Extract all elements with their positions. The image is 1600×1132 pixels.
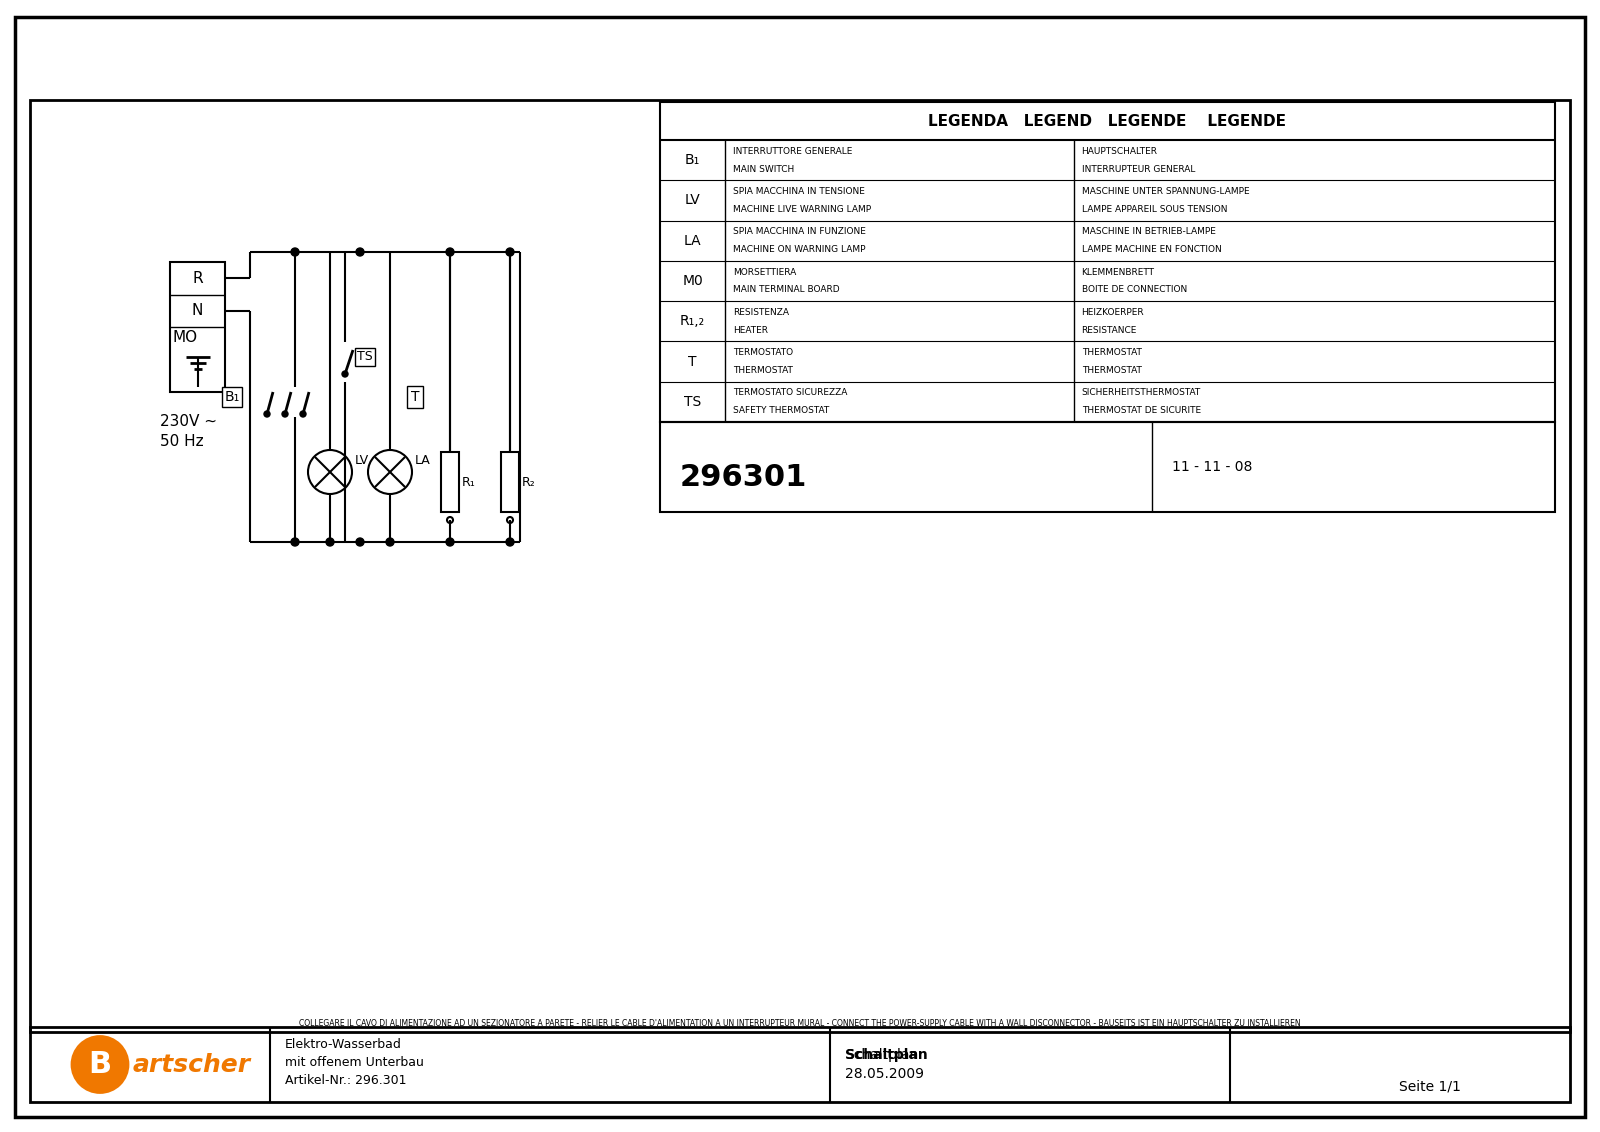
Text: MASCHINE UNTER SPANNUNG-LAMPE: MASCHINE UNTER SPANNUNG-LAMPE bbox=[1082, 187, 1250, 196]
Circle shape bbox=[506, 538, 514, 546]
Text: B₁: B₁ bbox=[224, 391, 240, 404]
Text: MACHINE ON WARNING LAMP: MACHINE ON WARNING LAMP bbox=[733, 245, 866, 254]
Text: COLLEGARE IL CAVO DI ALIMENTAZIONE AD UN SEZIONATORE A PARETE - RELIER LE CABLE : COLLEGARE IL CAVO DI ALIMENTAZIONE AD UN… bbox=[299, 1020, 1301, 1029]
Text: SAFETY THERMOSTAT: SAFETY THERMOSTAT bbox=[733, 406, 829, 415]
Text: 296301: 296301 bbox=[680, 463, 808, 491]
Text: R₁,₂: R₁,₂ bbox=[680, 315, 706, 328]
Text: LA: LA bbox=[414, 455, 430, 468]
Text: TERMOSTATO: TERMOSTATO bbox=[733, 349, 794, 358]
Text: MACHINE LIVE WARNING LAMP: MACHINE LIVE WARNING LAMP bbox=[733, 205, 870, 214]
Bar bbox=[170, 261, 226, 392]
Text: LEGENDA   LEGEND   LEGENDE    LEGENDE: LEGENDA LEGEND LEGENDE LEGENDE bbox=[928, 113, 1286, 129]
Circle shape bbox=[507, 517, 514, 523]
Text: N: N bbox=[192, 303, 203, 318]
Text: Elektro-Wasserbad: Elektro-Wasserbad bbox=[285, 1038, 402, 1052]
Text: Schaltplan: Schaltplan bbox=[845, 1047, 918, 1062]
Circle shape bbox=[291, 248, 299, 256]
Text: INTERRUTTORE GENERALE: INTERRUTTORE GENERALE bbox=[733, 147, 853, 156]
Text: TS: TS bbox=[683, 395, 701, 409]
Text: T: T bbox=[411, 391, 419, 404]
Circle shape bbox=[506, 248, 514, 256]
Text: TERMOSTATO SICUREZZA: TERMOSTATO SICUREZZA bbox=[733, 388, 848, 397]
Text: TS: TS bbox=[357, 351, 373, 363]
Text: MAIN SWITCH: MAIN SWITCH bbox=[733, 164, 794, 173]
Text: 50 Hz: 50 Hz bbox=[160, 435, 203, 449]
Circle shape bbox=[264, 411, 270, 417]
Text: Artikel-Nr.: 296.301: Artikel-Nr.: 296.301 bbox=[285, 1074, 406, 1088]
Text: HAUPTSCHALTER: HAUPTSCHALTER bbox=[1082, 147, 1157, 156]
Text: B₁: B₁ bbox=[685, 153, 701, 168]
Circle shape bbox=[507, 517, 514, 523]
Text: T: T bbox=[688, 354, 696, 369]
Circle shape bbox=[446, 517, 453, 523]
Bar bbox=[501, 452, 518, 512]
Circle shape bbox=[386, 538, 394, 546]
Text: LA: LA bbox=[683, 233, 701, 248]
Text: MAIN TERMINAL BOARD: MAIN TERMINAL BOARD bbox=[733, 285, 840, 294]
Text: Schaltplan: Schaltplan bbox=[845, 1047, 928, 1062]
Bar bbox=[30, 1027, 1570, 1101]
Text: M0: M0 bbox=[682, 274, 702, 288]
Text: THERMOSTAT DE SICURITE: THERMOSTAT DE SICURITE bbox=[1082, 406, 1200, 415]
Circle shape bbox=[291, 538, 299, 546]
Text: HEIZKOERPER: HEIZKOERPER bbox=[1082, 308, 1144, 317]
Bar bbox=[30, 100, 1570, 1032]
Text: RESISTENZA: RESISTENZA bbox=[733, 308, 789, 317]
Circle shape bbox=[342, 371, 349, 377]
Circle shape bbox=[446, 248, 454, 256]
Circle shape bbox=[282, 411, 288, 417]
Text: LAMPE MACHINE EN FONCTION: LAMPE MACHINE EN FONCTION bbox=[1082, 245, 1221, 254]
Text: 28.05.2009: 28.05.2009 bbox=[845, 1067, 925, 1081]
Text: 11 - 11 - 08: 11 - 11 - 08 bbox=[1173, 460, 1253, 474]
Text: SPIA MACCHINA IN TENSIONE: SPIA MACCHINA IN TENSIONE bbox=[733, 187, 866, 196]
Circle shape bbox=[446, 517, 453, 523]
Text: THERMOSTAT: THERMOSTAT bbox=[733, 366, 794, 375]
Text: LAMPE APPAREIL SOUS TENSION: LAMPE APPAREIL SOUS TENSION bbox=[1082, 205, 1227, 214]
Text: LV: LV bbox=[685, 194, 701, 207]
Text: R: R bbox=[192, 271, 203, 285]
Text: KLEMMENBRETT: KLEMMENBRETT bbox=[1082, 267, 1155, 276]
Circle shape bbox=[307, 451, 352, 494]
Text: MO: MO bbox=[173, 329, 197, 344]
Circle shape bbox=[301, 411, 306, 417]
Bar bbox=[442, 452, 459, 512]
Text: HEATER: HEATER bbox=[733, 326, 768, 335]
Text: MORSETTIERA: MORSETTIERA bbox=[733, 267, 797, 276]
Text: SICHERHEITSTHERMOSTAT: SICHERHEITSTHERMOSTAT bbox=[1082, 388, 1202, 397]
Text: BOITE DE CONNECTION: BOITE DE CONNECTION bbox=[1082, 285, 1187, 294]
Text: THERMOSTAT: THERMOSTAT bbox=[1082, 366, 1141, 375]
Circle shape bbox=[355, 248, 365, 256]
Text: THERMOSTAT: THERMOSTAT bbox=[1082, 349, 1141, 358]
Text: mit offenem Unterbau: mit offenem Unterbau bbox=[285, 1056, 424, 1070]
Text: Seite 1/1: Seite 1/1 bbox=[1398, 1080, 1461, 1094]
Circle shape bbox=[326, 538, 334, 546]
Text: SPIA MACCHINA IN FUNZIONE: SPIA MACCHINA IN FUNZIONE bbox=[733, 228, 866, 237]
Text: INTERRUPTEUR GENERAL: INTERRUPTEUR GENERAL bbox=[1082, 164, 1195, 173]
Circle shape bbox=[446, 538, 454, 546]
Text: B: B bbox=[88, 1050, 112, 1079]
Circle shape bbox=[355, 538, 365, 546]
Text: artscher: artscher bbox=[133, 1053, 251, 1077]
Text: LV: LV bbox=[355, 455, 370, 468]
Text: R₁: R₁ bbox=[462, 475, 475, 489]
Circle shape bbox=[72, 1037, 128, 1092]
Bar bbox=[661, 102, 1555, 422]
Circle shape bbox=[368, 451, 413, 494]
Text: R₂: R₂ bbox=[522, 475, 536, 489]
Text: RESISTANCE: RESISTANCE bbox=[1082, 326, 1138, 335]
Text: 230V ~: 230V ~ bbox=[160, 414, 218, 429]
Text: MASCHINE IN BETRIEB-LAMPE: MASCHINE IN BETRIEB-LAMPE bbox=[1082, 228, 1216, 237]
Bar bbox=[661, 422, 1555, 512]
